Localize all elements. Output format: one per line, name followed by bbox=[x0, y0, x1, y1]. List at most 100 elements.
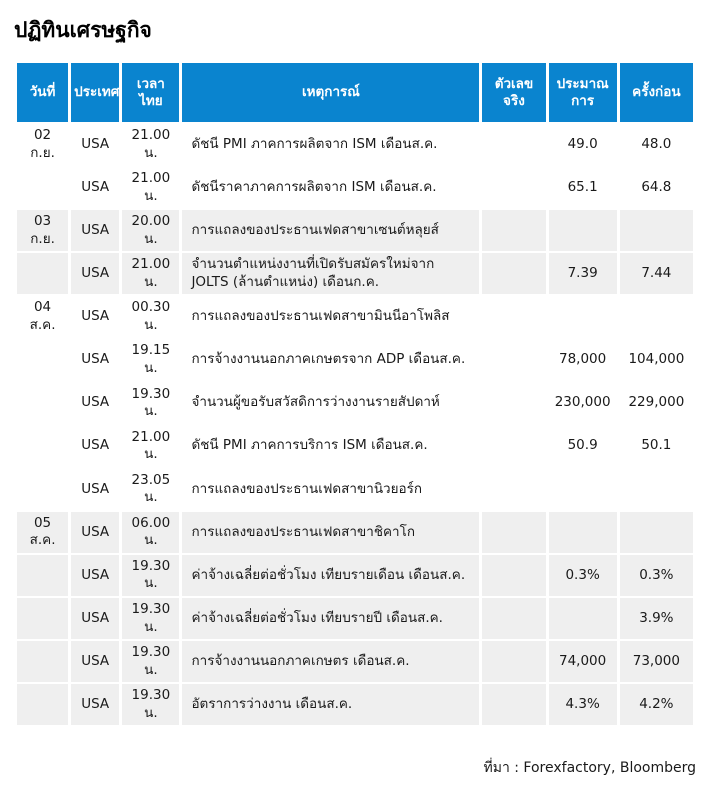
time-cell: 19.15 น. bbox=[122, 339, 180, 381]
date-cell bbox=[17, 339, 69, 381]
table-row: USA 19.30 น. การจ้างงานนอกภาคเกษตร เดือนส.… bbox=[17, 641, 693, 683]
country-cell: USA bbox=[71, 339, 120, 381]
forecast-cell bbox=[548, 598, 617, 640]
previous-cell: 4.2% bbox=[619, 684, 693, 726]
date-cell bbox=[17, 425, 69, 467]
previous-cell bbox=[619, 468, 693, 510]
time-cell: 19.30 น. bbox=[122, 382, 180, 424]
event-cell: ค่าจ้างเฉลี่ยต่อชั่วโมง เทียบรายปี เดือน… bbox=[182, 598, 480, 640]
table-row: 02 ก.ย. USA 21.00 น. ดัชนี PMI ภาคการผลิตจา… bbox=[17, 124, 693, 166]
event-cell: การจ้างงานนอกภาคเกษตรจาก ADP เดือนส.ค. bbox=[182, 339, 480, 381]
date-cell bbox=[17, 253, 69, 295]
event-cell: ดัชนี PMI ภาคการบริการ ISM เดือนส.ค. bbox=[182, 425, 480, 467]
time-cell: 23.05 น. bbox=[122, 468, 180, 510]
table-row: USA 21.00 น. จำนวนตำแหน่งงานที่เปิดรับสมัค… bbox=[17, 253, 693, 295]
actual-cell bbox=[482, 253, 546, 295]
column-header-previous: ครั้งก่อน bbox=[619, 63, 693, 122]
source-note: ที่มา : Forexfactory, Bloomberg bbox=[483, 760, 696, 777]
date-cell bbox=[17, 167, 69, 209]
time-cell: 21.00 น. bbox=[122, 167, 180, 209]
date-cell bbox=[17, 641, 69, 683]
actual-cell bbox=[482, 210, 546, 252]
actual-cell bbox=[482, 339, 546, 381]
previous-cell bbox=[619, 511, 693, 553]
actual-cell bbox=[482, 167, 546, 209]
time-cell: 21.00 น. bbox=[122, 425, 180, 467]
previous-cell: 73,000 bbox=[619, 641, 693, 683]
country-cell: USA bbox=[71, 425, 120, 467]
time-cell: 20.00 น. bbox=[122, 210, 180, 252]
country-cell: USA bbox=[71, 684, 120, 726]
table-header-row: วันที่ ประเทศ เวลาไทย เหตุการณ์ ตัวเลขจริง ปร… bbox=[17, 63, 693, 122]
event-cell: การแถลงของประธานเฟดสาขานิวยอร์ก bbox=[182, 468, 480, 510]
table-row: USA 19.30 น. อัตราการว่างงาน เดือนส.ค. 4.3%… bbox=[17, 684, 693, 726]
country-cell: USA bbox=[71, 296, 120, 338]
date-cell: 02 ก.ย. bbox=[17, 124, 69, 166]
forecast-cell bbox=[548, 511, 617, 553]
column-header-time: เวลาไทย bbox=[122, 63, 180, 122]
event-cell: จำนวนตำแหน่งงานที่เปิดรับสมัครใหม่จาก JO… bbox=[182, 253, 480, 295]
table-header: วันที่ ประเทศ เวลาไทย เหตุการณ์ ตัวเลขจริง ปร… bbox=[17, 63, 693, 122]
event-cell: อัตราการว่างงาน เดือนส.ค. bbox=[182, 684, 480, 726]
forecast-cell: 0.3% bbox=[548, 554, 617, 597]
event-cell: การแถลงของประธานเฟดสาขามินนีอาโพลิส bbox=[182, 296, 480, 338]
actual-cell bbox=[482, 468, 546, 510]
event-cell: การจ้างงานนอกภาคเกษตร เดือนส.ค. bbox=[182, 641, 480, 683]
table-row: 03 ก.ย. USA 20.00 น. การแถลงของประธานเฟดสาข… bbox=[17, 210, 693, 252]
date-cell: 04 ส.ค. bbox=[17, 296, 69, 338]
page-title: ปฏิทินเศรษฐกิจ bbox=[14, 18, 152, 42]
time-cell: 19.30 น. bbox=[122, 641, 180, 683]
time-cell: 19.30 น. bbox=[122, 554, 180, 597]
country-cell: USA bbox=[71, 598, 120, 640]
previous-cell: 104,000 bbox=[619, 339, 693, 381]
forecast-cell bbox=[548, 468, 617, 510]
previous-cell: 48.0 bbox=[619, 124, 693, 166]
economic-calendar-table: วันที่ ประเทศ เวลาไทย เหตุการณ์ ตัวเลขจริง ปร… bbox=[14, 61, 696, 727]
table-row: USA 23.05 น. การแถลงของประธานเฟดสาขานิวยอร… bbox=[17, 468, 693, 510]
forecast-cell: 7.39 bbox=[548, 253, 617, 295]
time-cell: 19.30 น. bbox=[122, 684, 180, 726]
actual-cell bbox=[482, 296, 546, 338]
table-row: 05 ส.ค. USA 06.00 น. การแถลงของประธานเฟดสาข… bbox=[17, 511, 693, 553]
actual-cell bbox=[482, 684, 546, 726]
actual-cell bbox=[482, 598, 546, 640]
date-cell: 05 ส.ค. bbox=[17, 511, 69, 553]
column-header-actual: ตัวเลขจริง bbox=[482, 63, 546, 122]
forecast-cell: 78,000 bbox=[548, 339, 617, 381]
actual-cell bbox=[482, 425, 546, 467]
actual-cell bbox=[482, 511, 546, 553]
previous-cell: 0.3% bbox=[619, 554, 693, 597]
event-cell: การแถลงของประธานเฟดสาขาชิคาโก bbox=[182, 511, 480, 553]
previous-cell bbox=[619, 210, 693, 252]
table-row: USA 19.15 น. การจ้างงานนอกภาคเกษตรจาก ADP … bbox=[17, 339, 693, 381]
previous-cell: 64.8 bbox=[619, 167, 693, 209]
country-cell: USA bbox=[71, 641, 120, 683]
date-cell bbox=[17, 468, 69, 510]
table-row: USA 19.30 น. ค่าจ้างเฉลี่ยต่อชั่วโมง เทียบ… bbox=[17, 598, 693, 640]
column-header-country: ประเทศ bbox=[71, 63, 119, 122]
table-body: 02 ก.ย. USA 21.00 น. ดัชนี PMI ภาคการผลิตจา… bbox=[17, 124, 693, 726]
country-cell: USA bbox=[71, 167, 120, 209]
forecast-cell bbox=[548, 210, 617, 252]
country-cell: USA bbox=[71, 210, 120, 252]
actual-cell bbox=[482, 641, 546, 683]
event-cell: ดัชนี PMI ภาคการผลิตจาก ISM เดือนส.ค. bbox=[182, 124, 480, 166]
time-cell: 21.00 น. bbox=[122, 124, 180, 166]
forecast-cell bbox=[548, 296, 617, 338]
time-cell: 19.30 น. bbox=[122, 598, 180, 640]
previous-cell: 229,000 bbox=[619, 382, 693, 424]
table-row: USA 21.00 น. ดัชนีราคาภาคการผลิตจาก ISM เด… bbox=[17, 167, 693, 209]
country-cell: USA bbox=[71, 554, 120, 597]
forecast-cell: 65.1 bbox=[548, 167, 617, 209]
country-cell: USA bbox=[71, 511, 120, 553]
time-cell: 21.00 น. bbox=[122, 253, 180, 295]
column-header-event: เหตุการณ์ bbox=[182, 63, 480, 122]
event-cell: การแถลงของประธานเฟดสาขาเซนต์หลุยส์ bbox=[182, 210, 480, 252]
table-row: USA 19.30 น. จำนวนผู้ขอรับสวัสดิการว่างงาน… bbox=[17, 382, 693, 424]
country-cell: USA bbox=[71, 468, 120, 510]
date-cell bbox=[17, 382, 69, 424]
previous-cell: 50.1 bbox=[619, 425, 693, 467]
country-cell: USA bbox=[71, 253, 120, 295]
previous-cell: 3.9% bbox=[619, 598, 693, 640]
actual-cell bbox=[482, 124, 546, 166]
